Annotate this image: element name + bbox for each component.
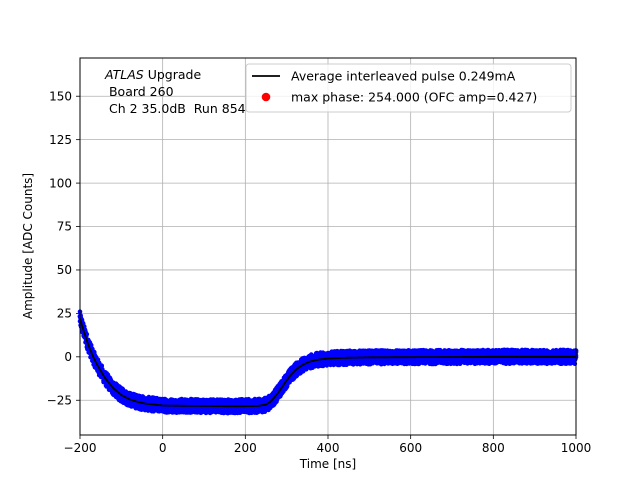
legend-entry-average-pulse: Average interleaved pulse 0.249mA [291,69,516,84]
average-pulse-line-layer [79,318,576,408]
y-tick-label: 50 [57,263,72,277]
x-tick-label: 1000 [561,441,592,455]
y-axis-label: Amplitude [ADC Counts] [21,173,35,319]
average-pulse-line [79,318,576,408]
x-tick-label: −200 [64,441,97,455]
x-tick-label: 0 [159,441,167,455]
x-tick-label: 800 [482,441,505,455]
y-tick-label: 75 [57,220,72,234]
x-tick-label: 600 [399,441,422,455]
annotation-line-1: ATLAS Upgrade [104,67,201,82]
detector-annotation: ATLAS Upgrade Board 260 Ch 2 35.0dB Run … [104,67,246,116]
y-tick-label: 0 [64,350,72,364]
legend-dot-swatch [261,92,271,102]
x-axis-label: Time [ns] [299,457,356,471]
annotation-line-3: Ch 2 35.0dB Run 854 [105,101,246,116]
y-tick-label: 100 [49,176,72,190]
axis-ticks: −200 0 200 400 600 800 1000 −25 0 25 50 75 100 125 150 [47,89,592,455]
y-tick-label: 25 [57,307,72,321]
y-tick-label: −25 [47,393,72,407]
y-tick-label: 125 [49,133,72,147]
upgrade-label: Upgrade [144,67,202,82]
atlas-label: ATLAS [104,67,144,82]
annotation-line-2: Board 260 [105,84,174,99]
x-tick-label: 200 [234,441,257,455]
legend: Average interleaved pulse 0.249mA max ph… [245,63,572,113]
data-point [88,342,94,348]
y-tick-label: 150 [49,89,72,103]
legend-box [245,63,572,113]
x-tick-label: 400 [317,441,340,455]
legend-entry-max-phase: max phase: 254.000 (OFC amp=0.427) [291,90,537,105]
